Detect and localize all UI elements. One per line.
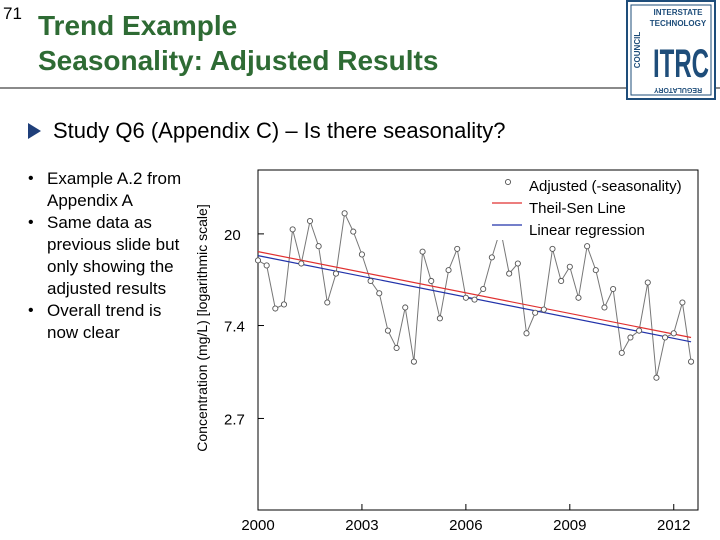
logo-bottom-text: REGULATORY: [654, 86, 702, 93]
bullet-item: • Example A.2 from Appendix A: [22, 168, 192, 212]
data-point: [584, 243, 591, 250]
data-point: [523, 330, 530, 337]
data-point: [670, 330, 677, 337]
legend-label: Adjusted (-seasonality): [529, 178, 682, 195]
data-point: [506, 270, 513, 277]
data-point: [575, 294, 582, 301]
data-point: [332, 270, 340, 277]
data-point: [384, 327, 391, 334]
data-point: [324, 299, 331, 306]
data-point: [488, 254, 495, 261]
y-tick-label: 7.4: [224, 319, 245, 336]
data-point: [454, 245, 461, 252]
data-point: [627, 334, 634, 341]
logo-mid-text: TECHNOLOGY: [650, 19, 707, 28]
data-point: [272, 305, 279, 312]
data-point: [341, 210, 348, 217]
data-point: [410, 358, 417, 365]
logo-side-text: COUNCIL: [633, 32, 642, 69]
data-point: [280, 301, 288, 308]
data-point: [514, 260, 521, 267]
x-tick-label: 2006: [449, 517, 482, 534]
bullet-dot-icon: •: [28, 170, 34, 187]
y-tick-label: 2.7: [224, 411, 245, 428]
arrow-bullet-icon: [28, 123, 41, 139]
data-point: [436, 315, 443, 322]
data-point: [644, 279, 651, 286]
data-point: [679, 299, 686, 306]
x-tick-label: 2012: [657, 517, 690, 534]
y-tick-label: 20: [224, 227, 241, 244]
data-point: [462, 294, 469, 301]
plot-frame: [257, 169, 699, 511]
data-point: [662, 334, 669, 341]
bullet-text: Example A.2 from Appendix A: [47, 169, 182, 210]
bullet-item: • Overall trend is now clear: [22, 300, 192, 344]
data-point: [480, 285, 487, 293]
data-point: [636, 327, 643, 334]
logo-letters: ITRC: [653, 42, 709, 86]
legend-label: Linear regression: [529, 222, 645, 239]
legend-box: [488, 172, 696, 240]
data-point: [540, 306, 547, 313]
question-text: Study Q6 (Appendix C) – Is there seasona…: [53, 118, 506, 143]
data-point: [358, 251, 365, 258]
x-tick-label: 2003: [345, 517, 378, 534]
data-point: [419, 248, 426, 255]
data-point: [367, 277, 374, 285]
x-tick-label: 2000: [241, 517, 274, 534]
data-point: [428, 277, 435, 285]
bullet-text: Same data as previous slide but only sho…: [47, 213, 180, 298]
data-point: [653, 374, 660, 381]
slide-title: Trend Example Seasonality: Adjusted Resu…: [38, 8, 438, 78]
bullet-dot-icon: •: [28, 214, 34, 231]
study-question: Study Q6 (Appendix C) – Is there seasona…: [28, 118, 505, 144]
data-point: [289, 226, 296, 233]
title-divider: [0, 87, 720, 89]
data-point: [402, 304, 409, 311]
legend-marker-adjusted: [504, 178, 512, 186]
data-point: [376, 290, 383, 297]
data-point: [263, 262, 270, 269]
data-point: [315, 243, 322, 250]
data-point: [549, 245, 556, 252]
data-point: [393, 344, 400, 352]
bullet-text: Overall trend is now clear: [47, 301, 162, 342]
bullet-list: • Example A.2 from Appendix A • Same data …: [22, 168, 192, 344]
logo-top-text: INTERSTATE: [653, 8, 703, 17]
data-point: [618, 349, 625, 356]
data-point: [601, 304, 608, 311]
data-point: [610, 285, 617, 293]
data-point: [254, 257, 262, 264]
data-point: [688, 358, 695, 365]
x-tick-label: 2009: [553, 517, 586, 534]
slide-number: 71: [3, 4, 22, 23]
title-line-2: Seasonality: Adjusted Results: [38, 45, 439, 76]
data-point: [298, 260, 305, 267]
series-line-theil-sen: [257, 251, 692, 339]
bullet-dot-icon: •: [28, 302, 34, 319]
legend-label: Theil-Sen Line: [529, 200, 626, 217]
title-line-1: Trend Example: [38, 10, 238, 41]
data-point: [592, 267, 599, 274]
data-point: [471, 296, 478, 303]
data-point: [532, 309, 539, 316]
data-point: [306, 217, 314, 225]
data-point: [350, 228, 357, 235]
bullet-item: • Same data as previous slide but only sh…: [22, 212, 192, 300]
data-point: [445, 267, 452, 274]
data-point: [558, 277, 565, 285]
data-point: [566, 263, 573, 270]
itrc-logo: INTERSTATE TECHNOLOGY COUNCIL ITRC REGUL…: [626, 0, 716, 100]
